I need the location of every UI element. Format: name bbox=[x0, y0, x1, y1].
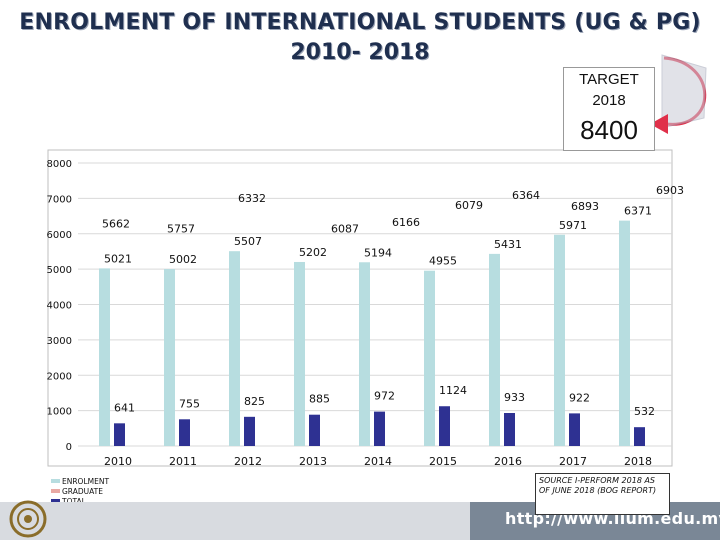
graduate-value-label: 641 bbox=[114, 401, 135, 414]
graduate-value-label: 825 bbox=[244, 395, 265, 408]
x-tick-label: 2018 bbox=[624, 455, 652, 468]
enrolment-value-label: 5021 bbox=[104, 252, 132, 265]
x-tick-label: 2015 bbox=[429, 455, 457, 468]
y-tick-label: 4000 bbox=[47, 301, 72, 312]
enrolment-bar bbox=[164, 269, 175, 446]
x-tick-label: 2014 bbox=[364, 455, 392, 468]
enrolment-value-label: 5431 bbox=[494, 238, 522, 251]
legend-swatch bbox=[51, 489, 60, 493]
enrolment-bar bbox=[554, 234, 565, 446]
total-value-label: 6903 bbox=[656, 184, 684, 197]
x-tick-label: 2011 bbox=[169, 455, 197, 468]
enrolment-value-label: 5507 bbox=[234, 235, 262, 248]
graduate-bar bbox=[634, 427, 645, 446]
total-value-label: 6893 bbox=[571, 200, 599, 213]
x-tick-label: 2012 bbox=[234, 455, 262, 468]
target-arrow-body bbox=[661, 54, 707, 129]
y-tick-label: 2000 bbox=[47, 371, 72, 382]
legend-label: ENROLMENT bbox=[62, 477, 109, 486]
y-tick-label: 7000 bbox=[47, 194, 72, 205]
graduate-bar bbox=[309, 414, 320, 446]
graduate-value-label: 933 bbox=[504, 391, 525, 404]
enrolment-value-label: 4955 bbox=[429, 255, 457, 268]
target-year: 2018 bbox=[592, 92, 626, 109]
total-value-label: 5662 bbox=[102, 218, 130, 231]
graduate-value-label: 922 bbox=[569, 391, 590, 404]
target-arrow-head bbox=[650, 114, 668, 134]
enrolment-bar bbox=[424, 270, 435, 446]
graduate-value-label: 755 bbox=[179, 397, 200, 410]
enrolment-value-label: 5194 bbox=[364, 246, 392, 259]
graduate-value-label: 532 bbox=[634, 405, 655, 418]
university-logo-icon bbox=[9, 500, 47, 538]
chart-title-line2: 2010- 2018 bbox=[290, 40, 430, 65]
enrolment-value-label: 6371 bbox=[624, 205, 652, 218]
y-tick-label: 8000 bbox=[47, 159, 72, 170]
graduate-value-label: 885 bbox=[309, 393, 330, 406]
graduate-bar bbox=[244, 416, 255, 446]
graduate-value-label: 1124 bbox=[439, 384, 467, 397]
y-tick-label: 6000 bbox=[47, 230, 72, 241]
x-tick-label: 2017 bbox=[559, 455, 587, 468]
legend-label: TOTAL bbox=[61, 497, 87, 506]
enrolment-bar bbox=[619, 220, 630, 446]
graduate-bar bbox=[179, 419, 190, 446]
total-value-label: 6087 bbox=[331, 223, 359, 236]
total-value-label: 6079 bbox=[455, 199, 483, 212]
legend-swatch bbox=[51, 499, 60, 503]
enrolment-bar bbox=[99, 268, 110, 446]
enrolment-bar bbox=[294, 261, 305, 446]
graduate-bar bbox=[504, 412, 515, 446]
graduate-bar bbox=[114, 423, 125, 446]
total-value-label: 6166 bbox=[392, 216, 420, 229]
legend-swatch bbox=[51, 479, 60, 483]
target-value: 8400 bbox=[580, 115, 638, 145]
legend-label: GRADUATE bbox=[62, 487, 103, 496]
enrolment-value-label: 5971 bbox=[559, 219, 587, 232]
y-tick-label: 1000 bbox=[47, 407, 72, 418]
enrolment-bar bbox=[359, 262, 370, 446]
source-note: SOURCE I-PERFORM 2018 AS OF JUNE 2018 (B… bbox=[535, 473, 670, 515]
y-tick-label: 5000 bbox=[47, 265, 72, 276]
enrolment-value-label: 5202 bbox=[299, 246, 327, 259]
chart-title-line1: ENROLMENT OF INTERNATIONAL STUDENTS (UG … bbox=[19, 10, 701, 35]
enrolment-bar bbox=[229, 251, 240, 446]
total-value-label: 6332 bbox=[238, 192, 266, 205]
total-value-label: 6364 bbox=[512, 189, 540, 202]
graduate-bar bbox=[439, 406, 450, 446]
graduate-value-label: 972 bbox=[374, 390, 395, 403]
graduate-bar bbox=[374, 411, 385, 446]
target-label: TARGET bbox=[579, 71, 639, 88]
graduate-bar bbox=[569, 413, 580, 446]
y-tick-label: 3000 bbox=[47, 336, 72, 347]
target-box: TARGET 2018 8400 bbox=[563, 67, 655, 151]
enrolment-bar bbox=[489, 253, 500, 446]
y-tick-label: 0 bbox=[66, 442, 72, 453]
x-tick-label: 2013 bbox=[299, 455, 327, 468]
x-tick-label: 2010 bbox=[104, 455, 132, 468]
enrolment-value-label: 5002 bbox=[169, 253, 197, 266]
total-value-label: 5757 bbox=[167, 222, 195, 235]
x-tick-label: 2016 bbox=[494, 455, 522, 468]
